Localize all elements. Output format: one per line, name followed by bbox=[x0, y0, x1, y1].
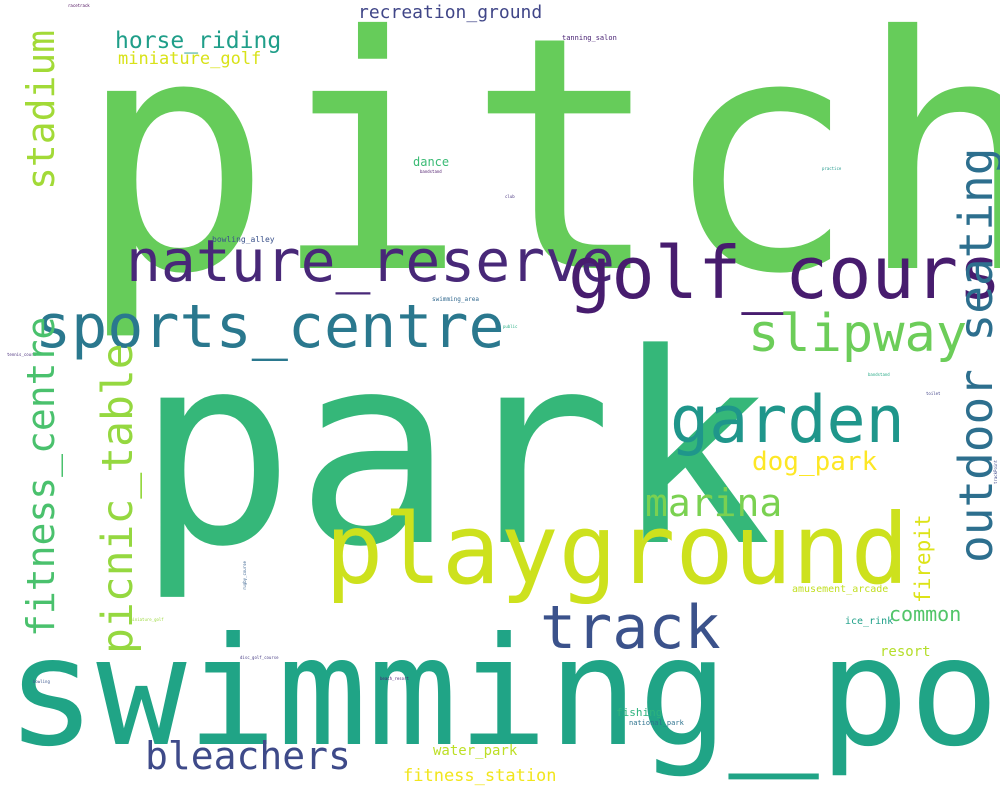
word-golf-course: golf_course bbox=[568, 231, 1000, 315]
word-picnic-table: picnic_table bbox=[93, 343, 143, 654]
word-water-park: water_park bbox=[433, 743, 518, 759]
word-common: common bbox=[889, 602, 962, 626]
word-playground: playground bbox=[325, 493, 909, 606]
word-bowling: bowling bbox=[33, 679, 50, 684]
word-swimming-pool: swimming_pool bbox=[6, 606, 1000, 780]
word-bandstand-green: bandstand bbox=[868, 372, 890, 377]
word-club: club bbox=[505, 194, 515, 199]
word-rugby-course: rugby_course bbox=[242, 561, 247, 590]
word-fitness-station: fitness_station bbox=[403, 766, 557, 786]
word-fitness-centre: fitness_centre bbox=[19, 316, 63, 637]
word-public: public bbox=[503, 324, 518, 329]
word-practice: practice bbox=[822, 166, 842, 171]
word-track: track bbox=[540, 593, 721, 663]
word-outdoor-seating: outdoor_seating bbox=[949, 147, 1000, 563]
word-firepit: firepit bbox=[911, 514, 935, 603]
word-bowling-alley: bowling_alley bbox=[212, 235, 275, 244]
word-miniature-golf: miniature_golf bbox=[118, 49, 262, 69]
word-resort: resort bbox=[880, 644, 931, 660]
word-sports-centre: sports_centre bbox=[35, 292, 505, 362]
word-disc-golf-course: disc_golf_course bbox=[240, 655, 279, 660]
word-ice-rink: ice_rink bbox=[845, 616, 894, 627]
word-trackpoint: trackPoint bbox=[993, 459, 998, 484]
word-dog-park: dog_park bbox=[752, 447, 878, 477]
word-pitch: pitch bbox=[77, 0, 1000, 345]
word-swimming-area: swimming_area bbox=[432, 296, 479, 303]
word-beach-resort: beach_resort bbox=[380, 676, 409, 681]
word-marina: marina bbox=[645, 481, 783, 525]
word-miniature-golf-small: miniature_golf bbox=[130, 617, 164, 622]
word-national-park: national_park bbox=[629, 719, 684, 727]
word-dance: dance bbox=[413, 155, 450, 169]
word-slipway: slipway bbox=[748, 304, 968, 364]
word-recreation-ground: recreation_ground bbox=[358, 2, 543, 23]
word-racetrack: racetrack bbox=[68, 3, 90, 8]
word-tennis-court: tennis_court bbox=[7, 352, 36, 357]
word-bleachers: bleachers bbox=[145, 734, 351, 778]
word-horse-riding: horse_riding bbox=[115, 28, 282, 54]
word-tanning-salon: tanning_salon bbox=[562, 34, 617, 42]
word-garden: garden bbox=[670, 383, 905, 458]
word-stadium: stadium bbox=[19, 29, 63, 190]
word-toilet: toilet bbox=[926, 391, 941, 396]
word-fishing: fishing bbox=[616, 706, 663, 719]
word-amusement-arcade: amusement_arcade bbox=[792, 584, 889, 595]
word-bandstand-small: bandstand bbox=[420, 169, 442, 174]
word-park: park bbox=[136, 298, 772, 605]
word-nature-reserve: nature_reserve bbox=[126, 227, 615, 295]
